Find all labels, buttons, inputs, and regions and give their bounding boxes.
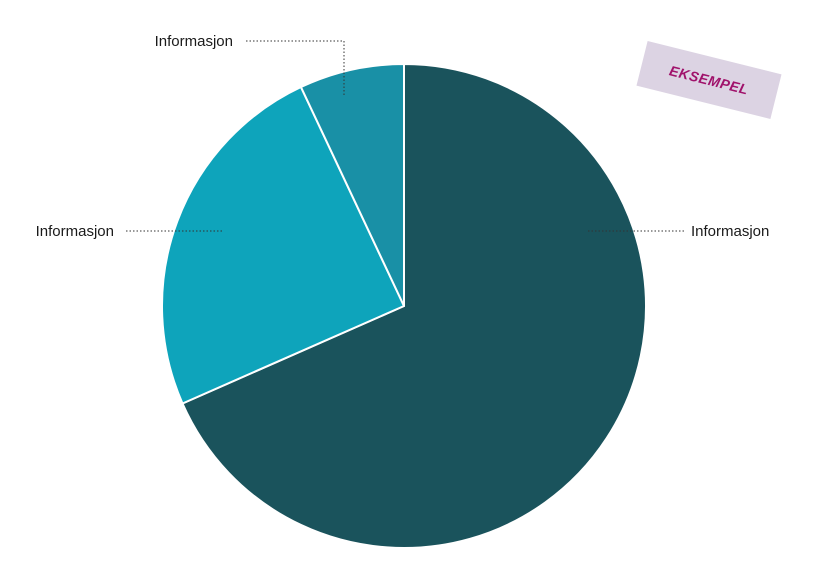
pie-slices: [161, 63, 647, 549]
slice-labels: Informasjon Informasjon Informasjon: [36, 33, 770, 240]
slice-label-large: Informasjon: [691, 223, 769, 240]
leader-line-small-slice: [244, 40, 345, 95]
pie-slice-small: [299, 63, 405, 307]
slice-label-medium: Informasjon: [36, 223, 114, 240]
example-watermark-text: EKSEMPEL: [667, 62, 751, 98]
pie-slice-large: [181, 63, 647, 549]
leader-lines: [124, 40, 686, 232]
slice-label-small: Informasjon: [155, 33, 233, 50]
pie-slice-medium: [161, 86, 405, 405]
